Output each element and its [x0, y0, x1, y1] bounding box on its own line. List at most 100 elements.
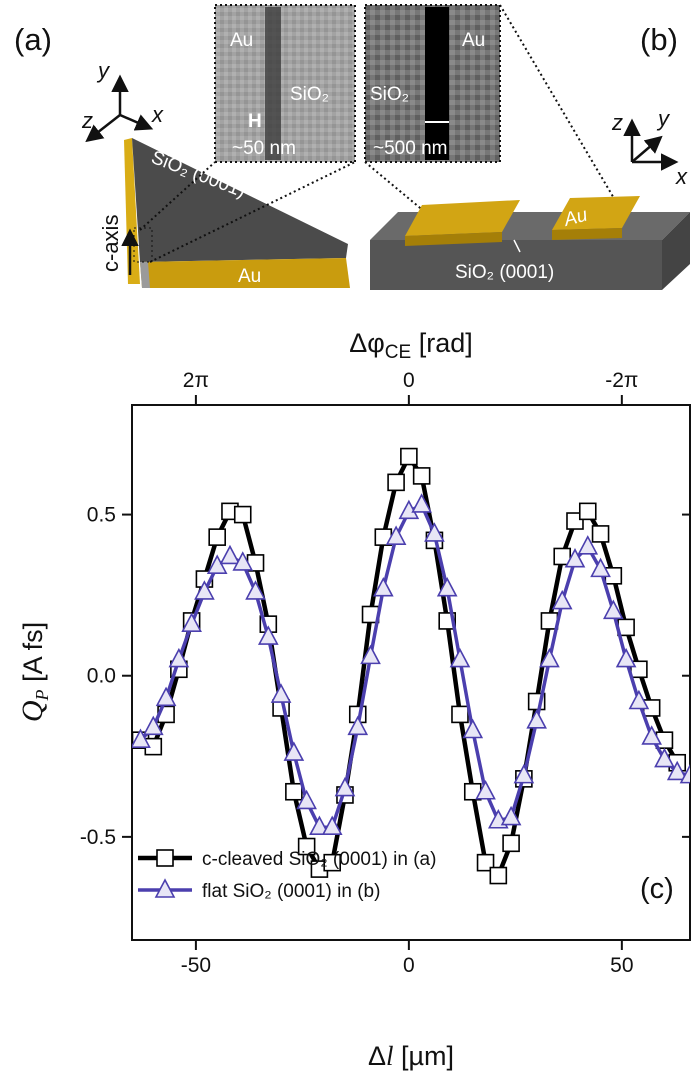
square-marker	[553, 547, 572, 566]
square-marker	[297, 837, 316, 856]
label: c-axis	[98, 215, 123, 272]
label-part: [rad]	[411, 328, 473, 358]
label-part: [µm]	[394, 1041, 455, 1071]
label: SiO₂ (0001)	[455, 262, 554, 283]
zoom-line	[499, 4, 616, 201]
y-tick-label: 0.5	[87, 504, 116, 527]
legend-label: c-cleaved SiO₂ (0001) in (a)	[202, 849, 436, 870]
triangle-marker	[219, 544, 241, 565]
square-marker	[451, 705, 469, 724]
legend-marker	[154, 878, 176, 898]
square-marker	[285, 782, 303, 801]
zoom-line	[364, 161, 426, 213]
square-marker	[591, 525, 610, 543]
square-marker	[489, 866, 508, 885]
square-marker	[476, 853, 495, 872]
label-part: [A fs]	[18, 622, 48, 690]
triangle-marker	[577, 535, 599, 555]
triangle-marker	[132, 728, 151, 748]
square-marker	[208, 528, 226, 546]
axis-name: z	[81, 108, 93, 133]
square-marker	[578, 502, 597, 521]
y-tick-label: -0.5	[80, 826, 116, 849]
triangle-marker	[590, 557, 611, 578]
y-tick-label: 0.0	[87, 665, 116, 688]
triangle-marker	[360, 644, 381, 665]
x-tick-label: 0	[403, 954, 415, 977]
square-marker	[233, 505, 252, 524]
triangle-marker	[385, 525, 407, 545]
triangle-marker	[296, 789, 317, 810]
oxide-edge	[140, 262, 150, 288]
triangle-marker	[615, 647, 637, 668]
plot-frame	[131, 404, 691, 941]
axis-arrow	[85, 114, 121, 143]
triangle-marker	[500, 805, 522, 826]
x-axis-label: Δl [µm]	[368, 1041, 454, 1071]
gold-edge	[124, 138, 140, 284]
label: SiO₂	[370, 84, 409, 105]
square-marker	[400, 447, 418, 466]
top-face	[132, 138, 348, 262]
triangle-marker	[513, 763, 535, 784]
triangle-marker	[168, 647, 190, 668]
triangle-marker	[679, 763, 690, 784]
axis-arrow	[631, 135, 663, 163]
x2-tick-label: 2π	[183, 369, 209, 392]
x2-tick-label: -2π	[605, 369, 638, 392]
substrate-front	[370, 240, 662, 290]
panel-label: (a)	[14, 22, 52, 57]
triangle-marker	[602, 599, 624, 620]
axis-name: y	[656, 106, 671, 131]
legend-marker	[156, 849, 174, 867]
gold-pad	[552, 196, 640, 230]
substrate-side	[662, 212, 690, 290]
triangle-marker	[436, 576, 458, 597]
axis-name: z	[611, 110, 623, 135]
triangle-marker	[257, 625, 279, 645]
gap-stripe	[265, 7, 281, 160]
gold-front	[140, 258, 350, 288]
label: Au	[238, 266, 261, 287]
series-line	[139, 454, 680, 878]
triangle-marker	[666, 760, 688, 781]
triangle-marker	[309, 815, 330, 835]
triangle-marker	[206, 554, 228, 574]
triangle-marker	[551, 589, 573, 610]
inset-a: Au SiO₂ H ~50 nm	[139, 4, 356, 263]
triangle-marker	[564, 547, 586, 568]
triangle-marker	[194, 580, 215, 600]
triangle-marker	[449, 647, 471, 668]
axis-arrow	[119, 113, 154, 131]
label: SiO₂	[290, 84, 329, 105]
panel-label: (b)	[640, 22, 678, 57]
pointer	[513, 239, 521, 253]
axis-name: x	[151, 102, 164, 127]
square-marker	[412, 467, 431, 485]
triangle-marker	[181, 612, 202, 632]
label-part: Δ	[368, 1041, 386, 1071]
triangle-marker	[334, 776, 356, 797]
square-marker	[323, 853, 341, 872]
triangle-marker	[232, 551, 254, 571]
triangle-marker	[155, 686, 177, 707]
label-part: P	[32, 689, 52, 701]
panel-label: (c)	[640, 873, 674, 905]
axis-name: x	[675, 164, 688, 189]
triangle-marker	[641, 725, 662, 745]
scale-bar: H	[248, 111, 262, 132]
chart: Δl [µm] ΔφCE [rad] QP [A fs] (c) -50 0 50 2…	[16, 328, 691, 1071]
triangle-marker	[628, 689, 650, 710]
legend-label: flat SiO₂ (0001) in (b)	[202, 881, 380, 902]
triangle-marker	[424, 522, 445, 542]
triangle-marker	[372, 576, 394, 597]
triangle-marker	[411, 493, 432, 513]
x-tick-label: 50	[610, 954, 633, 977]
label: Au	[230, 30, 253, 51]
label-part: Q	[16, 700, 49, 722]
plot-area	[132, 447, 690, 885]
triangle-marker	[142, 715, 164, 736]
triangle-marker	[462, 718, 484, 739]
